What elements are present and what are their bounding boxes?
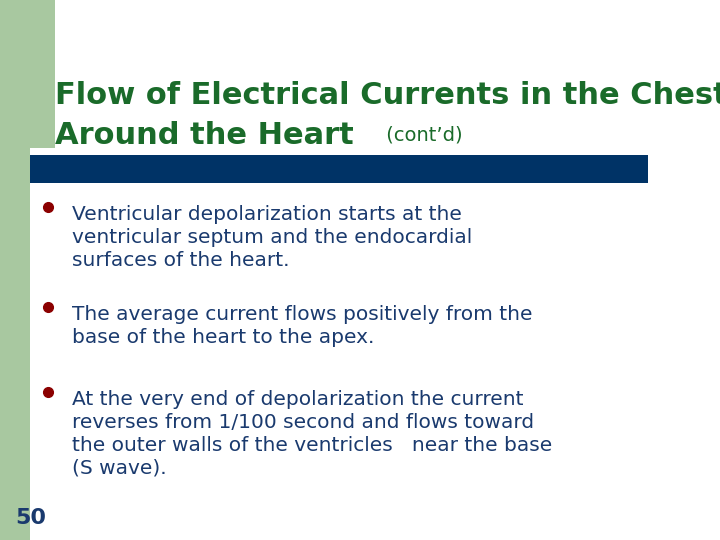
Text: ventricular septum and the endocardial: ventricular septum and the endocardial <box>72 228 472 247</box>
Text: surfaces of the heart.: surfaces of the heart. <box>72 251 289 270</box>
Text: (S wave).: (S wave). <box>72 459 166 478</box>
Text: Flow of Electrical Currents in the Chest: Flow of Electrical Currents in the Chest <box>55 80 720 110</box>
Text: base of the heart to the apex.: base of the heart to the apex. <box>72 328 374 347</box>
Text: the outer walls of the ventricles   near the base: the outer walls of the ventricles near t… <box>72 436 552 455</box>
Text: At the very end of depolarization the current: At the very end of depolarization the cu… <box>72 390 523 409</box>
Text: The average current flows positively from the: The average current flows positively fro… <box>72 305 533 324</box>
Text: Ventricular depolarization starts at the: Ventricular depolarization starts at the <box>72 205 462 224</box>
Text: 50: 50 <box>15 508 46 528</box>
Text: (cont’d): (cont’d) <box>380 125 463 145</box>
Bar <box>0 0 55 148</box>
Text: reverses from 1/100 second and flows toward: reverses from 1/100 second and flows tow… <box>72 413 534 432</box>
Text: Around the Heart: Around the Heart <box>55 120 354 150</box>
Bar <box>0 148 30 540</box>
Bar <box>30 155 648 183</box>
